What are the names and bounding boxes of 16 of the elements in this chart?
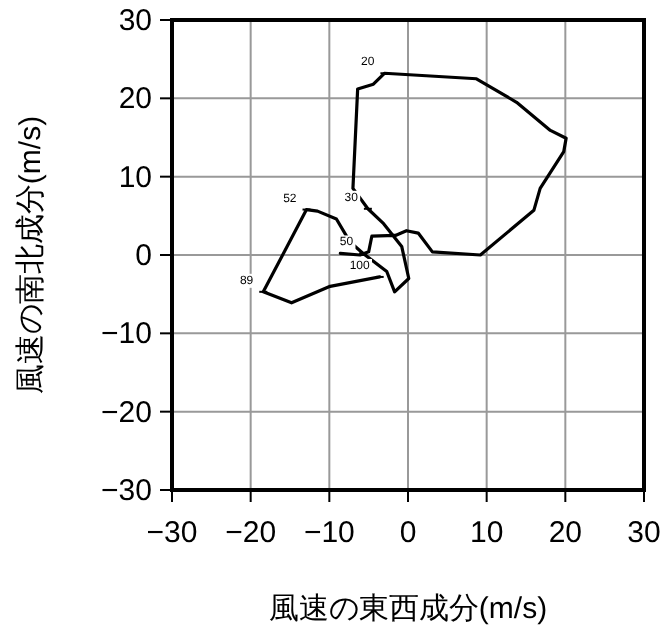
x-axis-title: 風速の東西成分(m/s) [268, 592, 548, 626]
y-axis-title: 風速の南北成分(m/s) [14, 115, 48, 395]
y-tick-label: 0 [135, 239, 152, 273]
x-tick-label: 10 [469, 516, 504, 550]
y-tick-label: 20 [118, 82, 152, 117]
x-tick-label: −10 [303, 516, 355, 550]
y-tick-label: −20 [101, 395, 152, 430]
y-tick-label: 10 [118, 160, 152, 195]
x-tick-label: 0 [399, 516, 417, 550]
x-tick-label: −20 [225, 516, 277, 550]
x-tick-label: −30 [146, 516, 198, 550]
y-tick-label: −30 [101, 474, 152, 508]
x-tick-label: 30 [627, 516, 661, 550]
y-tick-label: 30 [118, 4, 152, 38]
y-tick-label: −10 [101, 317, 152, 352]
x-tick-label: 20 [548, 516, 583, 550]
